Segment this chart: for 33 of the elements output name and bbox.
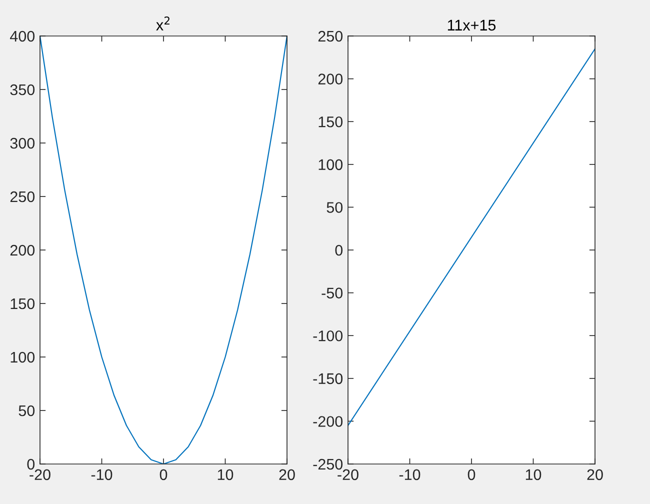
y-tick-label: 300 — [10, 138, 35, 149]
y-tick-label: 50 — [18, 405, 35, 416]
x-tick-label: 20 — [587, 469, 603, 480]
chart-title: x$^{2}$ — [156, 16, 170, 30]
y-tick-label: -200 — [313, 416, 343, 427]
x-tick-label: 0 — [468, 469, 476, 480]
y-tick-label: 50 — [326, 202, 343, 213]
x-tick-label: 0 — [160, 469, 168, 480]
y-tick-label: 250 — [318, 30, 343, 42]
x-tick-label: -20 — [30, 469, 50, 480]
x-tick-label: -10 — [91, 469, 112, 480]
y-tick-label: 150 — [10, 298, 35, 310]
y-tick-label: -150 — [313, 373, 343, 384]
y-tick-label: 250 — [10, 191, 35, 202]
y-tick-label: -100 — [313, 330, 343, 342]
x-tick-label: 20 — [279, 469, 295, 480]
chart-title: 11x+15 — [448, 20, 496, 31]
line-series — [40, 36, 287, 464]
y-tick-label: 200 — [10, 244, 35, 256]
y-tick-label: 400 — [10, 30, 35, 42]
y-tick-label: 0 — [27, 458, 35, 470]
y-tick-label: 150 — [318, 116, 343, 128]
x-tick-label: -10 — [399, 469, 420, 480]
y-tick-label: 200 — [318, 74, 343, 84]
y-tick-label: 100 — [10, 352, 35, 363]
y-tick-label: 0 — [335, 244, 343, 256]
y-tick-label: 100 — [318, 159, 343, 170]
x-tick-label: -20 — [338, 469, 358, 480]
x-tick-label: 10 — [218, 469, 234, 480]
y-tick-label: 350 — [10, 84, 35, 96]
y-tick-label: -250 — [313, 458, 343, 470]
y-tick-label: -50 — [322, 288, 343, 298]
x-tick-label: 10 — [526, 469, 542, 480]
